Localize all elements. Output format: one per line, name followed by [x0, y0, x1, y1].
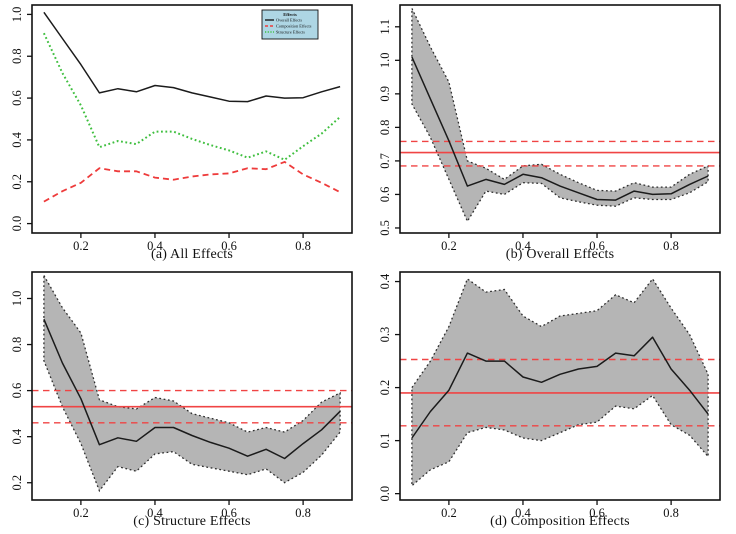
- x-tick-label: 0.2: [73, 506, 89, 517]
- y-axis: 0.2 0.4 0.6 0.8 1.0: [10, 291, 32, 491]
- legend-entry-label: Structure Effects: [276, 30, 305, 35]
- x-axis: 0.2 0.4 0.6 0.8: [441, 500, 679, 517]
- plot-box: [399, 4, 721, 234]
- y-tick-label: 0.7: [378, 153, 392, 169]
- series-overall-effects: [43, 11, 341, 103]
- y-axis: 0.0 0.1 0.2 0.3 0.4: [378, 273, 400, 501]
- x-tick-label: 0.4: [515, 506, 531, 517]
- y-tick-label: 0.9: [378, 86, 392, 102]
- panel-d: 0.2 0.4 0.6 0.8 0.0 0.1 0.2 0.3 0.4 (d) Composit…: [368, 267, 736, 534]
- series-structure-effects: [42, 32, 341, 161]
- series-structure-effects: [43, 318, 341, 460]
- y-tick-label: 0.8: [378, 120, 392, 136]
- panel-a-caption: (a) All Effects: [150, 247, 234, 262]
- x-axis: 0.2 0.4 0.6 0.8: [73, 500, 311, 517]
- legend-entry-label: Overall Effects: [276, 18, 302, 23]
- x-axis: 0.2 0.4 0.6 0.8: [73, 233, 311, 250]
- y-tick-label: 0.0: [378, 486, 392, 502]
- y-tick-label: 0.4: [10, 428, 24, 444]
- series-composition-effects: [43, 161, 341, 203]
- panel-a: 0.2 0.4 0.6 0.8 0.0 0.2 0.4 0.6 0.8 1.0 Effects Ove…: [0, 0, 368, 267]
- y-tick-label: 0.3: [378, 327, 392, 343]
- y-tick-label: 0.4: [378, 273, 392, 289]
- legend-title: Effects: [283, 12, 297, 17]
- y-axis: 0.5 0.6 0.7 0.8 0.9 1.0 1.1: [378, 19, 400, 236]
- confidence-band: [43, 273, 341, 493]
- y-tick-label: 1.0: [10, 291, 24, 307]
- series-composition-effects: [411, 336, 709, 439]
- y-tick-label: 0.5: [378, 220, 392, 236]
- panel-b: 0.2 0.4 0.6 0.8 0.5 0.6 0.7 0.8 0.9 1.0 1.1 (b) Ov…: [368, 0, 736, 267]
- y-tick-label: 0.6: [378, 187, 392, 203]
- y-tick-label: 0.6: [10, 383, 24, 399]
- x-tick-label: 0.4: [147, 506, 163, 517]
- panel-b-chart: 0.2 0.4 0.6 0.8 0.5 0.6 0.7 0.8 0.9 1.0 1.1: [378, 4, 721, 250]
- x-tick-label: 0.2: [73, 239, 89, 250]
- legend-box: [261, 9, 319, 40]
- plot-box: [31, 271, 353, 501]
- x-tick-label: 0.4: [515, 239, 531, 250]
- x-tick-label: 0.6: [221, 506, 237, 517]
- x-tick-label: 0.8: [663, 239, 679, 250]
- y-tick-label: 0.2: [10, 174, 24, 190]
- x-tick-label: 0.8: [295, 506, 311, 517]
- x-axis: 0.2 0.4 0.6 0.8: [441, 233, 679, 250]
- legend-entry-label: Composition Effects: [276, 24, 312, 29]
- plot-box: [31, 4, 353, 234]
- y-tick-label: 0.2: [10, 475, 24, 491]
- confidence-band: [411, 8, 709, 223]
- x-tick-label: 0.6: [589, 239, 605, 250]
- y-tick-label: 0.6: [10, 90, 24, 106]
- y-tick-label: 0.1: [378, 433, 392, 449]
- panel-b-caption: (b) Overall Effects: [505, 247, 615, 262]
- y-axis: 0.0 0.2 0.4 0.6 0.8 1.0: [10, 7, 32, 232]
- y-tick-label: 1.0: [378, 53, 392, 69]
- y-tick-label: 0.8: [10, 337, 24, 353]
- y-tick-label: 0.8: [10, 48, 24, 64]
- x-tick-label: 0.4: [147, 239, 163, 250]
- y-tick-label: 0.2: [378, 380, 392, 396]
- series-overall-effects: [411, 56, 709, 201]
- x-tick-label: 0.8: [663, 506, 679, 517]
- x-tick-label: 0.2: [441, 506, 457, 517]
- panel-c-caption: (c) Structure Effects: [133, 514, 251, 529]
- y-tick-label: 1.0: [10, 7, 24, 23]
- panel-d-chart: 0.2 0.4 0.6 0.8 0.0 0.1 0.2 0.3 0.4: [378, 271, 721, 517]
- x-tick-label: 0.8: [295, 239, 311, 250]
- panel-d-caption: (d) Composition Effects: [490, 514, 630, 529]
- y-tick-label: 1.1: [378, 19, 392, 35]
- plot-box: [399, 271, 721, 501]
- x-tick-label: 0.6: [589, 506, 605, 517]
- y-tick-label: 0.0: [10, 216, 24, 232]
- x-tick-label: 0.6: [221, 239, 237, 250]
- y-tick-label: 0.4: [10, 131, 24, 147]
- panel-c-chart: 0.2 0.4 0.6 0.8 0.2 0.4 0.6 0.8 1.0: [10, 271, 353, 517]
- panel-a-chart: 0.2 0.4 0.6 0.8 0.0 0.2 0.4 0.6 0.8 1.0 EffectsOve…: [10, 4, 353, 250]
- panel-c: 0.2 0.4 0.6 0.8 0.2 0.4 0.6 0.8 1.0 (c) Structur…: [0, 267, 368, 534]
- confidence-band: [411, 277, 709, 488]
- x-tick-label: 0.2: [441, 239, 457, 250]
